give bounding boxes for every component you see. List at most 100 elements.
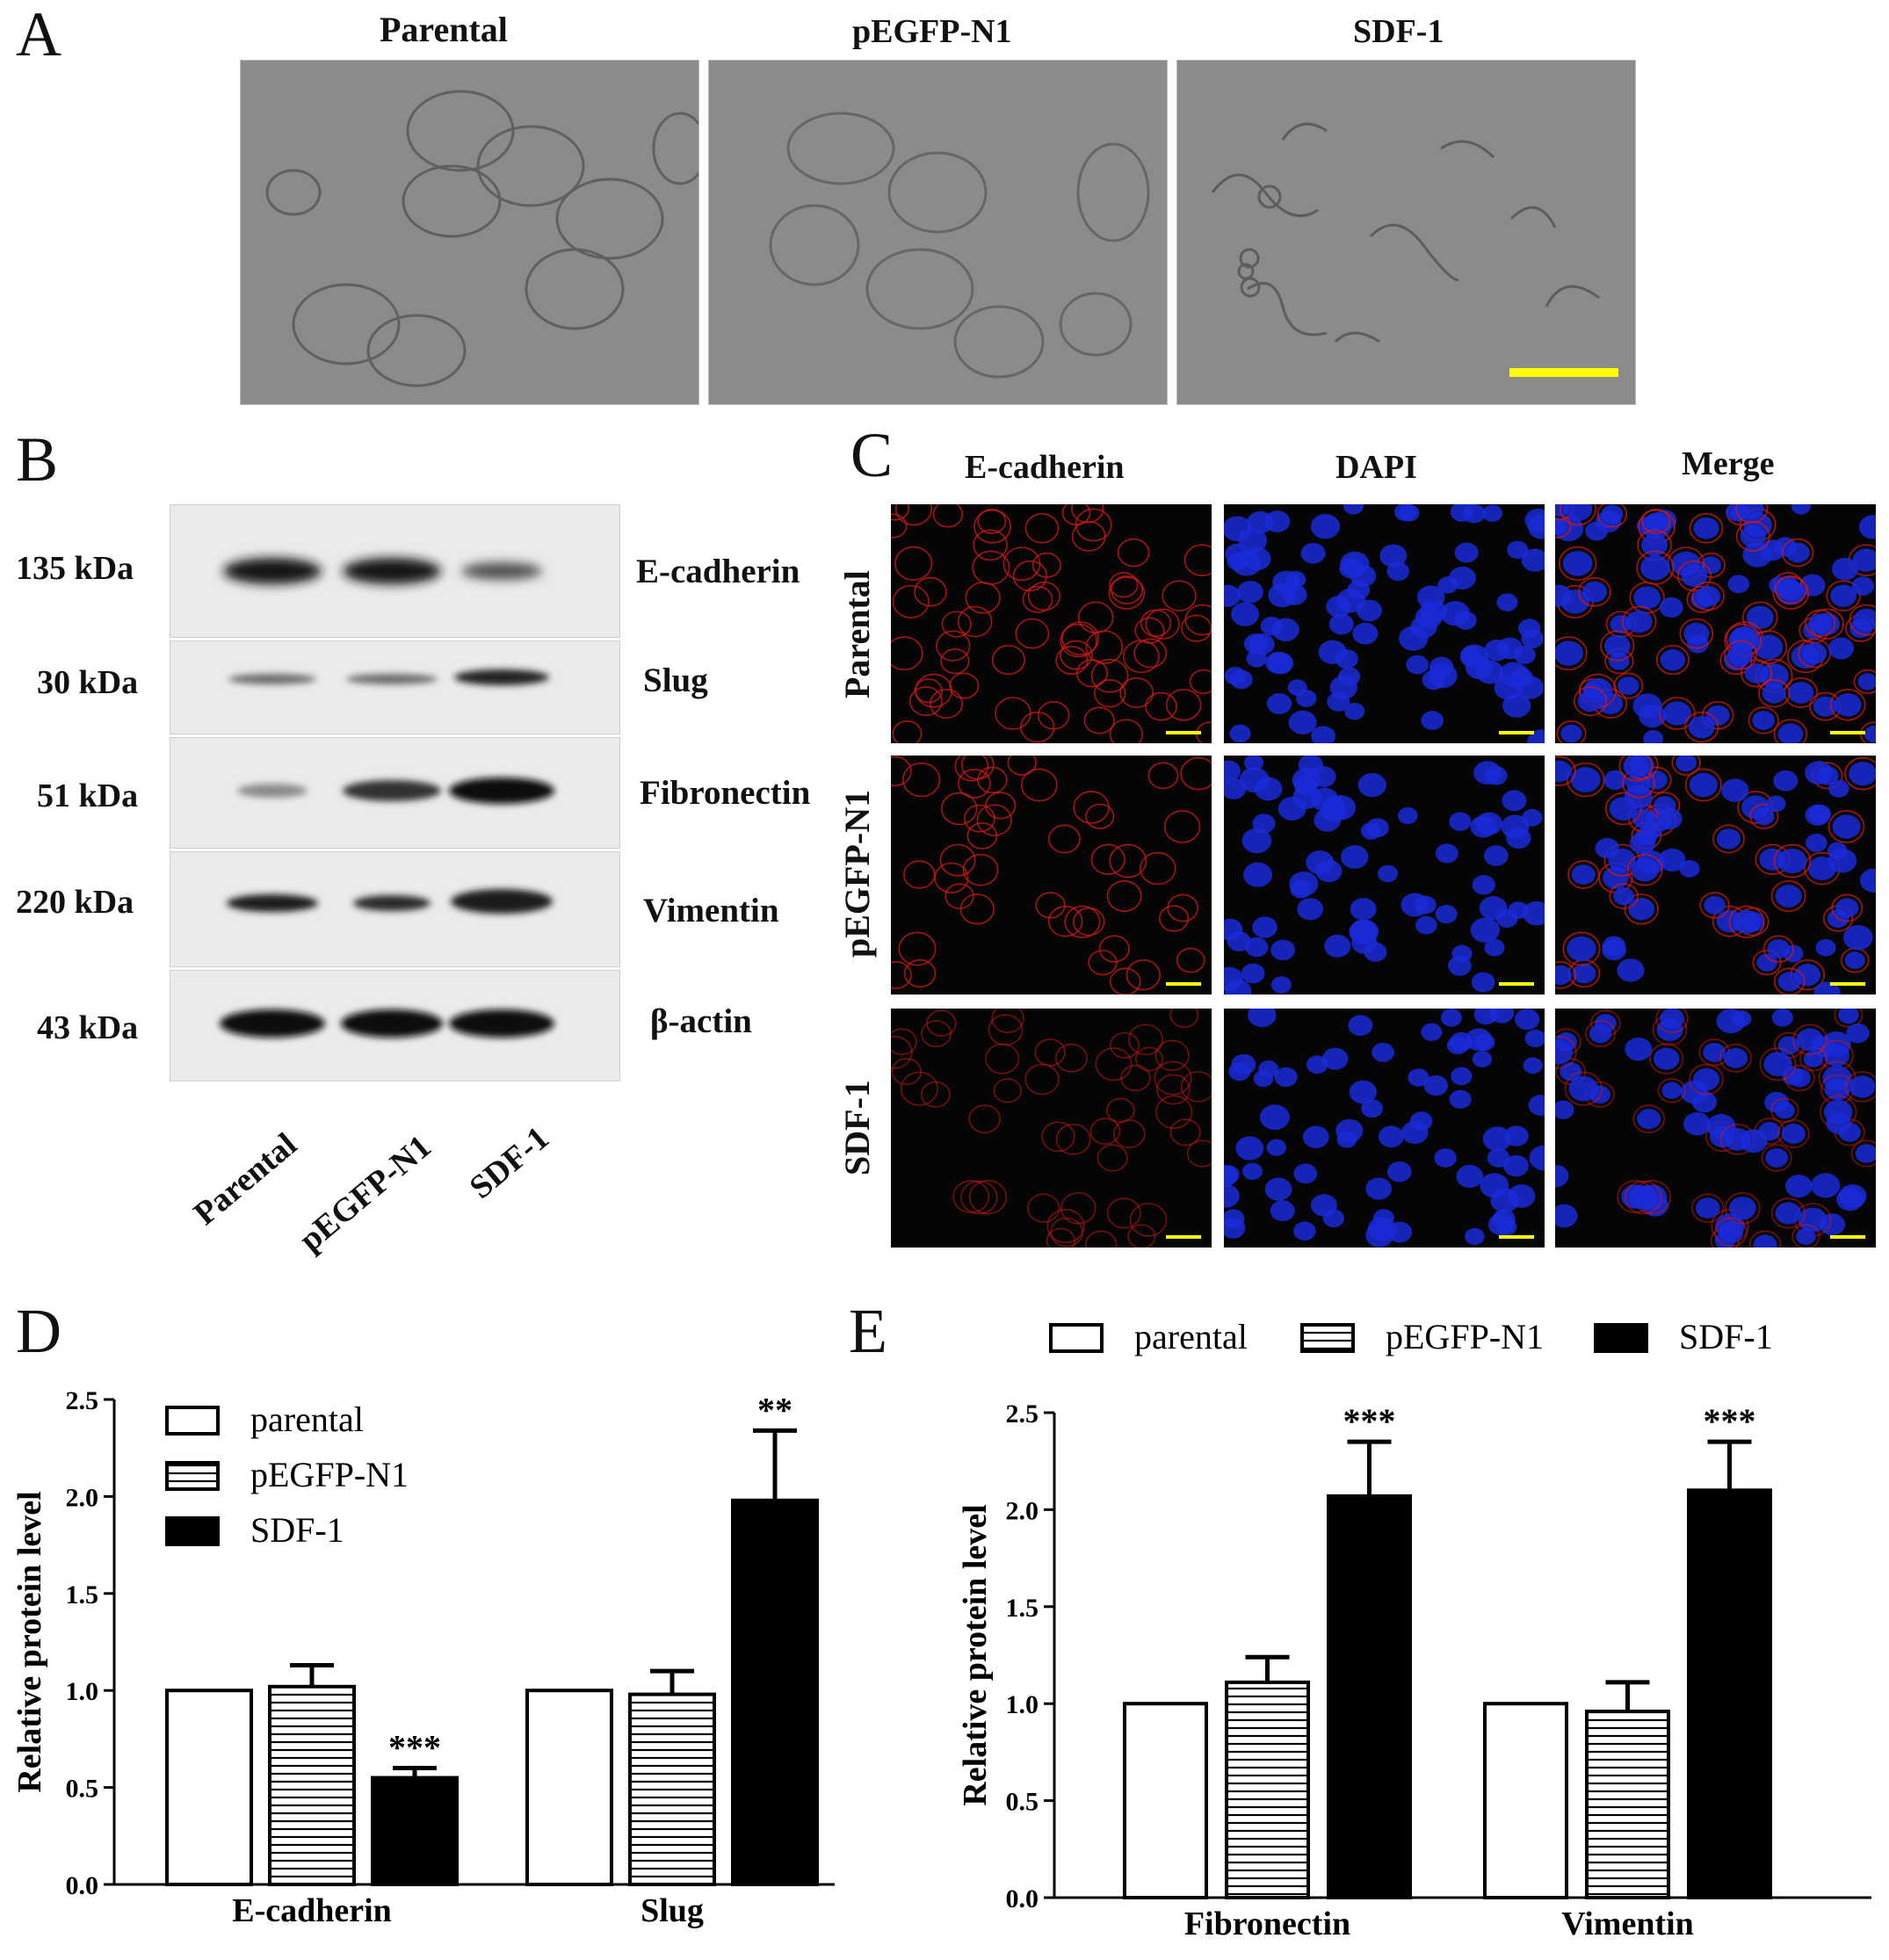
phase-contrast-image-pegfp (708, 60, 1168, 405)
y-tick-label: 0.5 (1006, 1788, 1039, 1817)
bar-sdf-1-slug (731, 1498, 819, 1886)
bar-parental-fibronectin (1123, 1702, 1208, 1900)
cell-clusters-sdf1 (1211, 122, 1600, 344)
legend-swatch-pegfp-n1 (165, 1461, 220, 1491)
fluorescence-image-sdf1-ecad (891, 1009, 1212, 1248)
panel-a-title-sdf1: SDF-1 (1353, 13, 1444, 50)
marker-43kda: 43 kDa (37, 1009, 139, 1046)
category-label-vimentin: Vimentin (1561, 1906, 1694, 1942)
bar-parental-vimentin (1483, 1702, 1568, 1900)
panel-b-letter: B (16, 424, 59, 495)
phase-contrast-image-sdf1 (1176, 60, 1636, 405)
marker-135kda: 135 kDa (16, 550, 134, 587)
lane-label-parental: Parental (186, 1125, 304, 1233)
category-label-slug: Slug (641, 1892, 704, 1929)
legend-swatch-sdf-1 (165, 1516, 220, 1546)
cells-parental-ecad (891, 504, 1212, 743)
cells-pegfp-ecad (891, 756, 1212, 994)
bar-pegfp-n1-slug (628, 1692, 716, 1886)
fluorescence-image-pegfp-merge (1555, 756, 1876, 994)
panel-e-letter: E (849, 1296, 887, 1366)
y-tick-label: 2.0 (1006, 1496, 1039, 1525)
y-tick-label: 1.5 (66, 1580, 99, 1609)
panel-c-col-merge: Merge (1682, 445, 1775, 482)
legend-swatch-sdf-1 (1594, 1323, 1648, 1353)
cells-pegfp-dapi (1224, 756, 1545, 994)
y-axis-label: Relative protein level (11, 1491, 48, 1792)
bands-ecadherin (223, 558, 542, 584)
scale-bar-panel-a (1509, 368, 1618, 377)
significance-marker: *** (1704, 1401, 1756, 1441)
protein-label-vimentin: Vimentin (643, 892, 779, 929)
bands-vimentin (227, 889, 553, 914)
y-tick-label: 1.0 (1006, 1690, 1039, 1719)
y-tick-label: 2.5 (1006, 1399, 1039, 1428)
fluorescence-image-parental-dapi (1224, 504, 1545, 743)
cells-parental-merge (1555, 504, 1876, 743)
legend-label-parental: parental (250, 1399, 364, 1439)
bar-sdf-1-vimentin (1687, 1488, 1772, 1899)
fluorescence-image-parental-ecad (891, 504, 1212, 743)
bar-chart-d: 0.0 0.5 1.0 1.5 2.0 2.5 Relative protein level… (11, 1386, 835, 1929)
significance-marker: ** (757, 1390, 793, 1429)
marker-220kda: 220 kDa (16, 884, 134, 921)
fluorescence-image-parental-merge (1555, 504, 1876, 743)
lane-label-pegfp: pEGFP-N1 (292, 1128, 438, 1259)
bar-sdf-1-e-cadherin (371, 1776, 459, 1886)
protein-label-actin: β-actin (650, 1002, 752, 1040)
marker-30kda: 30 kDa (37, 664, 139, 701)
legend-label-parental: parental (1134, 1317, 1248, 1356)
phase-contrast-image-parental (240, 60, 699, 405)
legend-label-sdf-1: SDF-1 (250, 1510, 344, 1550)
panel-a-title-pegfp: pEGFP-N1 (852, 13, 1012, 50)
y-tick-label: 2.5 (66, 1386, 99, 1415)
legend-label-pegfp-n1: pEGFP-N1 (1386, 1317, 1544, 1356)
fluorescence-image-pegfp-ecad (891, 756, 1212, 994)
y-tick-label: 1.5 (1006, 1594, 1039, 1623)
y-tick-label: 2.0 (66, 1483, 99, 1512)
legend-swatch-pegfp-n1 (1300, 1323, 1355, 1353)
protein-label-slug: Slug (643, 662, 708, 699)
significance-marker: *** (1343, 1401, 1396, 1441)
bands-fibronectin (237, 777, 554, 804)
bar-chart-e: 0.0 0.5 1.0 1.5 2.0 2.5 Relative protein level… (957, 1317, 1871, 1942)
legend-label-pegfp-n1: pEGFP-N1 (250, 1455, 409, 1494)
panel-d-letter: D (16, 1296, 62, 1366)
bar-pegfp-n1-vimentin (1585, 1710, 1670, 1900)
fluorescence-image-pegfp-dapi (1224, 756, 1545, 994)
legend-swatch-parental (1049, 1323, 1104, 1353)
lane-label-sdf1: SDF-1 (462, 1119, 556, 1206)
category-label-e-cadherin: E-cadherin (232, 1892, 392, 1929)
cells-pegfp-merge (1555, 756, 1876, 994)
legend-swatch-parental (165, 1406, 220, 1436)
legend-label-sdf-1: SDF-1 (1679, 1317, 1773, 1356)
fluorescence-image-sdf1-dapi (1224, 1009, 1545, 1248)
panel-a-title-parental: Parental (380, 10, 508, 49)
protein-label-fibronectin: Fibronectin (640, 774, 811, 812)
protein-label-ecadherin: E-cadherin (636, 553, 800, 590)
panel-c-letter: C (850, 420, 894, 490)
bar-pegfp-n1-e-cadherin (268, 1684, 356, 1886)
cells-parental-dapi (1224, 504, 1545, 743)
bar-parental-slug (525, 1689, 613, 1887)
bands-actin (220, 1009, 554, 1038)
blot-strip-slug (170, 640, 620, 734)
panel-c-col-dapi: DAPI (1335, 449, 1417, 486)
panel-a-letter: A (16, 0, 62, 69)
bar-sdf-1-fibronectin (1327, 1494, 1412, 1899)
cell-clusters-parental (265, 90, 698, 387)
marker-51kda: 51 kDa (37, 777, 139, 814)
panel-c-row-parental: Parental (837, 570, 877, 698)
panel-c-col-ecadherin: E-cadherin (965, 449, 1125, 486)
panel-c-row-pegfp: pEGFP-N1 (837, 789, 877, 958)
y-tick-label: 0.5 (66, 1775, 99, 1804)
category-label-fibronectin: Fibronectin (1184, 1906, 1350, 1942)
bands-slug (228, 669, 549, 685)
cells-sdf1-ecad (891, 1009, 1212, 1248)
bar-pegfp-n1-fibronectin (1225, 1680, 1310, 1899)
panel-c-row-sdf1: SDF-1 (837, 1080, 877, 1175)
y-tick-label: 0.0 (1006, 1884, 1039, 1913)
y-axis-label: Relative protein level (957, 1504, 994, 1805)
cells-sdf1-merge (1555, 1009, 1876, 1248)
cell-clusters-pegfp (769, 112, 1150, 379)
